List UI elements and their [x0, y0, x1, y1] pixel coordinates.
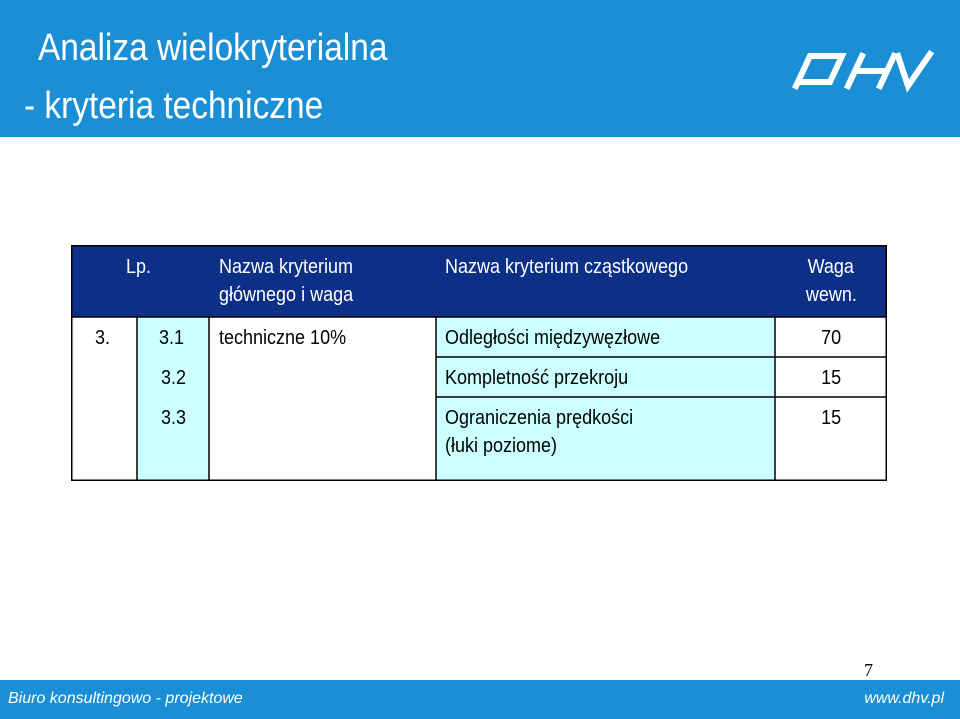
header-main-label-line1: Nazwa kryterium: [219, 256, 354, 278]
header-lp-label: Lp.: [126, 256, 152, 278]
header-sub-label: Nazwa kryterium cząstkowego: [445, 256, 689, 278]
row-name: Kompletność przekroju: [445, 367, 629, 389]
row-weight: 15: [820, 367, 842, 389]
slide-subtitle: - kryteria techniczne: [24, 85, 324, 127]
row-name-line2: (łuki poziome): [445, 435, 558, 457]
header-cell-sub: [436, 245, 775, 317]
footer-bar: Biuro konsultingowo - projektowe www.dhv…: [0, 680, 960, 719]
row-weight: 70: [820, 327, 842, 349]
row-name-column: [436, 317, 775, 481]
header-weight-label-line2: wewn.: [805, 284, 857, 306]
header-cell-weight: [775, 245, 887, 317]
row-name: Ograniczenia prędkości: [445, 407, 634, 429]
table-grid: [71, 245, 887, 481]
slide-title: Analiza wielokryterialna: [38, 27, 388, 69]
group-number-cell: [71, 317, 137, 481]
row-weight-column: [775, 317, 887, 481]
header-bar: Analiza wielokryterialna - kryteria tech…: [0, 0, 960, 137]
dhv-logo: [792, 49, 935, 93]
group-name: techniczne 10%: [219, 327, 347, 349]
row-lp: 3.2: [161, 367, 187, 389]
row-name: Odległości międzywęzłowe: [445, 327, 661, 349]
row-lp-column: [137, 317, 209, 481]
footer-website-link[interactable]: www.dhv.pl: [864, 690, 944, 707]
header-weight-label-line1: Waga: [807, 256, 855, 278]
group-name-cell: [209, 317, 436, 481]
footer-company: Biuro konsultingowo - projektowe: [8, 690, 243, 707]
header-cell-lp: [71, 245, 209, 317]
header-main-label-line2: głównego i waga: [219, 284, 354, 306]
row-weight: 15: [820, 407, 842, 429]
row-lp: 3.1: [159, 327, 185, 349]
criteria-table: Lp. Nazwa kryterium głównego i waga Nazw…: [71, 245, 887, 481]
group-number: 3.: [95, 327, 111, 349]
header-cell-main: [209, 245, 436, 317]
page-number: 7: [864, 660, 873, 680]
row-lp: 3.3: [161, 407, 187, 429]
